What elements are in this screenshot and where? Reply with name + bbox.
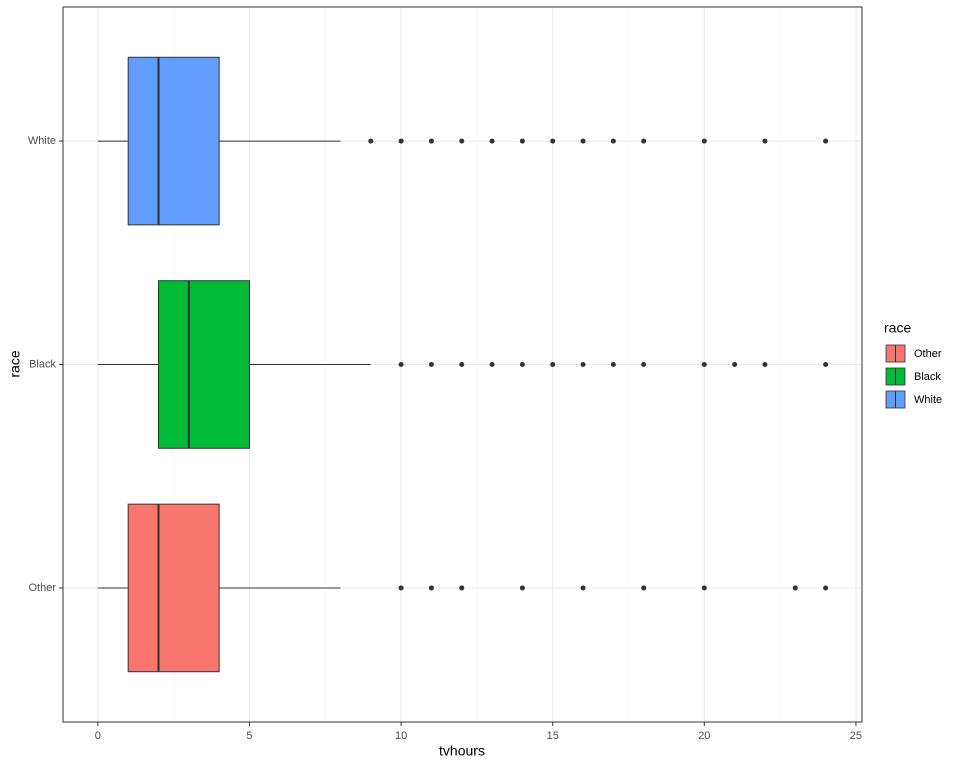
outlier [550, 362, 556, 367]
y-tick-label: Other [28, 582, 56, 594]
outlier [519, 362, 525, 367]
outlier [459, 362, 465, 367]
outlier [398, 362, 404, 367]
box [158, 280, 250, 449]
outlier [701, 362, 707, 367]
y-tick-label: White [28, 135, 56, 147]
outlier [823, 585, 829, 591]
y-axis-title: race [7, 350, 23, 377]
outlier [823, 362, 829, 367]
outlier [459, 585, 465, 591]
legend-label: Black [914, 371, 941, 383]
outlier [823, 138, 829, 144]
legend-label: White [914, 394, 942, 406]
outlier [398, 585, 404, 591]
box [127, 503, 220, 673]
outlier [489, 362, 495, 367]
outlier [610, 138, 616, 144]
x-tick-label: 5 [246, 730, 252, 742]
outlier [368, 138, 374, 144]
outlier [641, 138, 647, 144]
outlier [641, 585, 647, 591]
outlier [580, 138, 586, 144]
outlier [459, 138, 465, 144]
x-tick-label: 15 [547, 730, 559, 742]
outlier [732, 362, 738, 367]
outlier [489, 138, 495, 144]
outlier [580, 585, 586, 591]
legend-label: Other [914, 348, 942, 360]
outlier [428, 362, 434, 367]
outlier [519, 585, 525, 591]
outlier [762, 138, 768, 144]
outlier [428, 585, 434, 591]
outlier [792, 585, 798, 591]
outlier [428, 138, 434, 144]
outlier [398, 138, 404, 144]
outlier [701, 138, 707, 144]
outlier [519, 138, 525, 144]
outlier [762, 362, 768, 367]
outlier [701, 585, 707, 591]
outlier [580, 362, 586, 367]
outlier [610, 362, 616, 367]
plot-border [62, 6, 863, 723]
outlier [550, 138, 556, 144]
outlier [641, 362, 647, 367]
x-tick-label: 20 [698, 730, 710, 742]
y-tick-label: Black [29, 358, 56, 370]
x-tick-label: 25 [850, 730, 862, 742]
x-axis-title: tvhours [439, 743, 485, 759]
box [127, 56, 220, 226]
x-tick-label: 0 [95, 730, 101, 742]
x-tick-label: 10 [395, 730, 407, 742]
legend-title: race [884, 320, 911, 336]
